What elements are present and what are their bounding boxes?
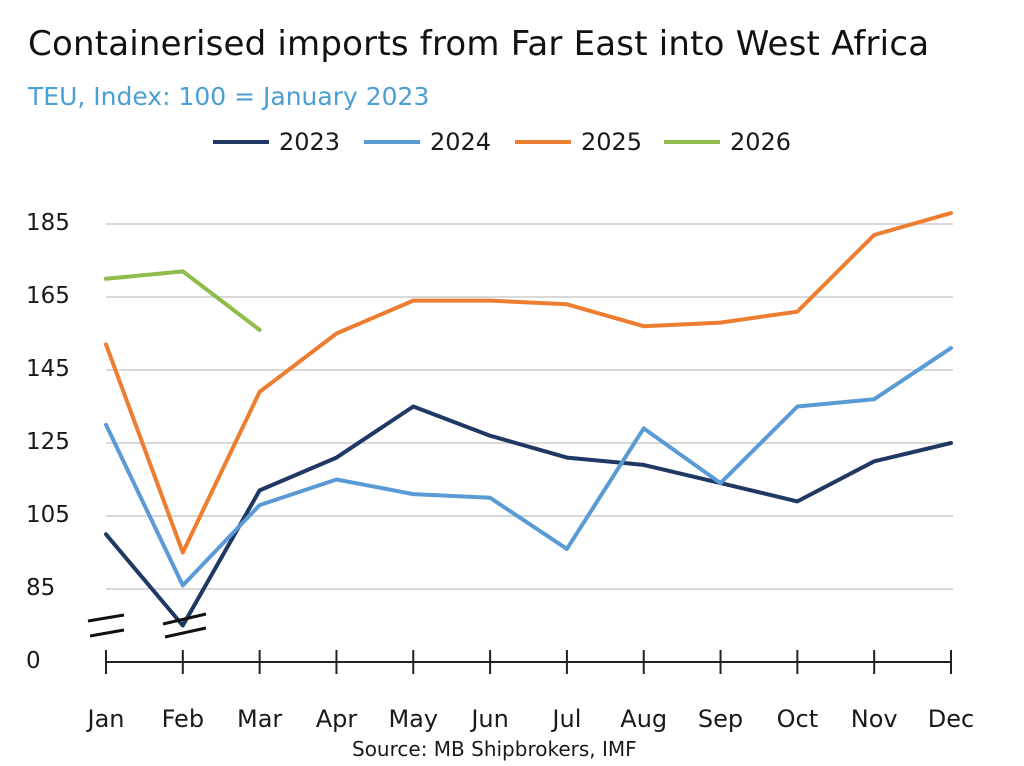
legend-label-2024: 2024	[430, 128, 491, 156]
y-tick-label: 165	[26, 283, 70, 309]
y-tick-label: 105	[26, 502, 70, 528]
chart-subtitle: TEU, Index: 100 = January 2023	[28, 82, 430, 111]
chart-title: Containerised imports from Far East into…	[28, 24, 930, 64]
y-axis-ticks: 185 165 145 125 105 85 0	[26, 210, 70, 674]
series-line-2024	[104, 346, 953, 588]
legend-label-2023: 2023	[279, 128, 340, 156]
source-note: Source: MB Shipbrokers, IMF	[352, 737, 637, 761]
legend: 2023 2024 2025 2026	[213, 128, 791, 156]
x-tick-label: Jun	[469, 705, 509, 733]
axis-break-mark	[164, 626, 207, 639]
y-tick-label: 185	[26, 210, 70, 236]
x-tick-label: Sep	[698, 705, 743, 733]
axis-break-marks	[87, 612, 207, 639]
x-tick-label: Jul	[550, 705, 581, 733]
x-axis: Jan Feb Mar Apr May Jun Jul Aug Sep Oct Nov Dec	[86, 650, 974, 733]
x-tick-label: Dec	[928, 705, 974, 733]
y-tick-label: 145	[26, 356, 70, 382]
series-line-2023	[104, 404, 953, 628]
x-tick-label: Feb	[162, 705, 205, 733]
x-tick-label: Mar	[237, 705, 282, 733]
series-line-2025	[104, 211, 953, 555]
x-tick-label: Aug	[620, 705, 667, 733]
series-line-2026	[104, 269, 262, 332]
y-tick-label: 0	[26, 648, 41, 674]
axis-break-mark	[162, 612, 207, 626]
legend-label-2026: 2026	[730, 128, 791, 156]
series-lines	[104, 211, 953, 628]
axis-break-mark	[89, 628, 125, 638]
x-tick-label: Jan	[86, 705, 125, 733]
y-tick-label: 85	[26, 575, 55, 601]
legend-label-2025: 2025	[581, 128, 642, 156]
y-tick-label: 125	[26, 429, 70, 455]
x-tick-label: May	[388, 705, 438, 733]
axis-break-mark	[87, 613, 125, 623]
x-tick-label: Oct	[777, 705, 819, 733]
x-tick-label: Apr	[316, 705, 358, 733]
x-tick-label: Nov	[851, 705, 898, 733]
